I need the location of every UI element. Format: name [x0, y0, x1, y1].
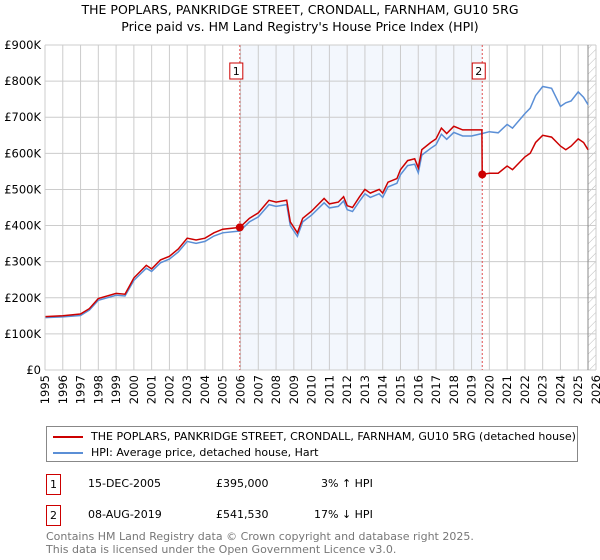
transaction-hpi: 3% ↑ HPI [321, 477, 373, 490]
legend-item-property: THE POPLARS, PANKRIDGE STREET, CRONDALL,… [53, 430, 576, 443]
transaction-hpi: 17% ↓ HPI [314, 508, 373, 521]
legend-label: THE POPLARS, PANKRIDGE STREET, CRONDALL,… [91, 430, 576, 443]
x-tick-label: 2006 [234, 375, 248, 404]
y-tick-label: £200K [4, 291, 41, 305]
x-tick-label: 2019 [465, 375, 479, 404]
chart-title: THE POPLARS, PANKRIDGE STREET, CRONDALL,… [81, 2, 519, 17]
y-tick-label: £900K [4, 38, 41, 52]
x-tick-label: 1996 [56, 375, 70, 404]
transaction-date: 15-DEC-2005 [88, 477, 162, 490]
x-tick-label: 2000 [127, 375, 141, 404]
y-tick-label: £300K [4, 255, 41, 269]
sale-label: 1 [233, 65, 240, 78]
x-tick-label: 2010 [305, 375, 319, 404]
x-tick-label: 2003 [180, 375, 194, 404]
legend: THE POPLARS, PANKRIDGE STREET, CRONDALL,… [46, 426, 578, 462]
x-tick-label: 1998 [91, 375, 105, 404]
footer-licence: This data is licensed under the Open Gov… [46, 543, 397, 556]
x-tick-label: 1995 [38, 375, 52, 404]
x-tick-label: 2015 [393, 375, 407, 404]
sale-label-box [229, 62, 244, 80]
x-tick-label: 2024 [553, 375, 567, 404]
transaction-row: 2 08-AUG-2019 £541,530 17% ↓ HPI [46, 505, 446, 526]
sale-label: 2 [475, 65, 482, 78]
x-tick-label: 2013 [358, 375, 372, 404]
transaction-badge: 1 [46, 474, 61, 495]
transaction-badge: 2 [46, 505, 61, 526]
y-tick-label: £700K [4, 110, 41, 124]
x-tick-label: 2026 [589, 375, 600, 404]
y-tick-label: £600K [4, 146, 41, 160]
transaction-price: £395,000 [216, 477, 269, 490]
price-chart: 1995 1996 1997 1998 1999 2000 2001 2002 2003 2004… [4, 38, 600, 404]
x-tick-label: 2011 [322, 375, 336, 404]
y-tick-label: £400K [4, 219, 41, 233]
hpi-series-line [44, 85, 589, 319]
x-tick-label: 2001 [145, 375, 159, 404]
transaction-row: 1 15-DEC-2005 £395,000 3% ↑ HPI [46, 474, 446, 495]
x-tick-label: 2018 [447, 375, 461, 404]
x-tick-label: 2007 [251, 375, 265, 404]
chart-subtitle: Price paid vs. HM Land Registry's House … [121, 19, 479, 34]
x-tick-label: 2009 [287, 375, 301, 404]
property-series-line [44, 125, 589, 318]
sale-point [235, 223, 244, 232]
x-tick-label: 1997 [74, 375, 88, 404]
legend-item-hpi: HPI: Average price, detached house, Hart [53, 446, 318, 459]
x-tick-label: 2022 [518, 375, 532, 404]
sale-point [478, 170, 487, 179]
x-tick-label: 2021 [500, 375, 514, 404]
x-tick-label: 2023 [536, 375, 550, 404]
transaction-date: 08-AUG-2019 [88, 508, 162, 521]
y-tick-label: £500K [4, 182, 41, 196]
x-tick-label: 2014 [376, 375, 390, 404]
x-tick-label: 2017 [429, 375, 443, 404]
x-tick-label: 2012 [340, 375, 354, 404]
y-tick-label: £100K [4, 327, 41, 341]
x-tick-label: 1999 [109, 375, 123, 404]
forecast-hatch [588, 45, 596, 370]
x-tick-label: 2005 [216, 375, 230, 404]
x-tick-label: 2016 [411, 375, 425, 404]
sale-label-box [471, 62, 486, 80]
y-tick-label: £0 [26, 363, 41, 377]
x-tick-label: 2008 [269, 375, 283, 404]
x-tick-label: 2002 [162, 375, 176, 404]
y-tick-label: £800K [4, 74, 41, 88]
footer-copyright: Contains HM Land Registry data © Crown c… [46, 530, 474, 543]
legend-swatch-red [53, 435, 83, 438]
shaded-ownership-period [239, 45, 483, 370]
x-tick-label: 2004 [198, 375, 212, 404]
x-tick-label: 2025 [571, 375, 585, 404]
legend-swatch-blue [53, 451, 83, 454]
legend-label: HPI: Average price, detached house, Hart [91, 446, 319, 459]
transaction-price: £541,530 [216, 508, 269, 521]
x-tick-label: 2020 [482, 375, 496, 404]
